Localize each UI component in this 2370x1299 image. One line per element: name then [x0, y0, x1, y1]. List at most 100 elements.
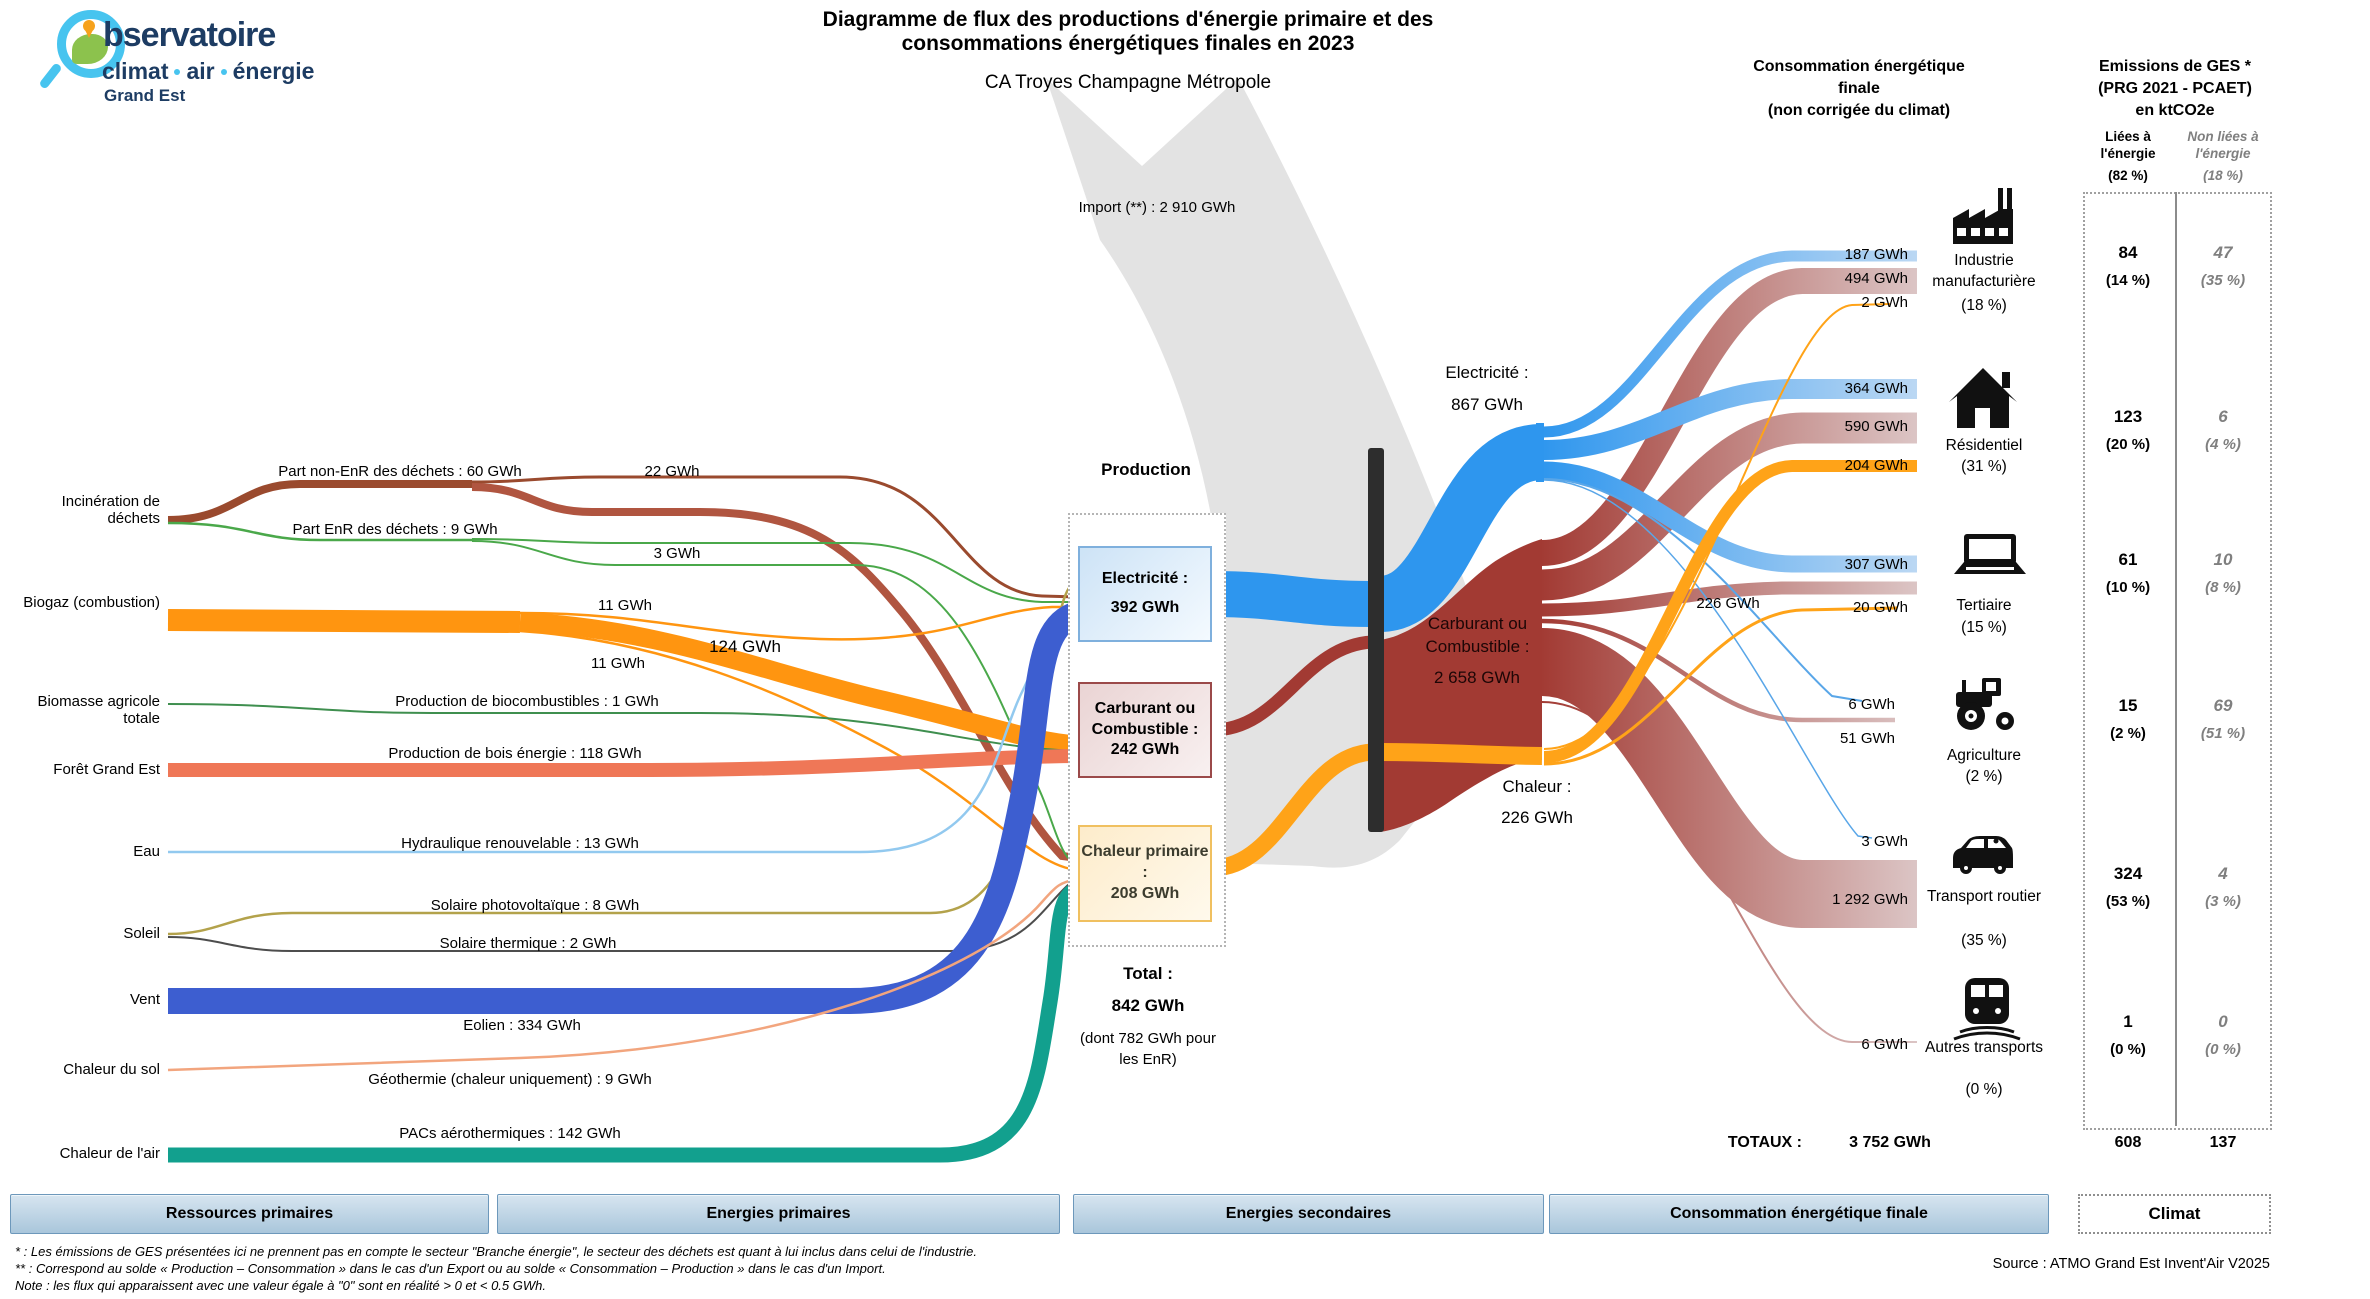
flow-fuel-transport	[1539, 628, 1917, 928]
value-transport-elec: 3 GWh	[1861, 833, 1908, 850]
elec-node	[1536, 423, 1544, 482]
footer-box-climat: Climat	[2078, 1194, 2271, 1234]
dot-icon	[220, 68, 227, 75]
footnote-3: Note : les flux qui apparaissent avec un…	[15, 1278, 546, 1293]
flow-elec-to-bar	[1211, 571, 1373, 627]
ges-agriculture-non: 69	[2213, 696, 2233, 715]
source-chaleur-air: Chaleur de l'air	[59, 1145, 160, 1162]
ges-transport-non: 4	[2218, 864, 2228, 883]
ges-col2-line2: l'énergie	[2195, 146, 2251, 161]
production-carburant-title: Carburant ou Combustible :	[1091, 699, 1199, 738]
ges-col2-pct: (18 %)	[2203, 168, 2243, 183]
flow-elec-transport	[1543, 479, 1873, 839]
footer-bar-consommation: Consommation énergétique finale	[1549, 1194, 2049, 1234]
ges-tertiaire-non: 10	[2213, 550, 2233, 569]
ges-residentiel-non: 6	[2218, 407, 2228, 426]
ges-industrie-energie: 84	[2118, 243, 2138, 262]
ges-autres-non-pct: (0 %)	[2205, 1041, 2241, 1058]
ges-col1-line1: Liées à	[2105, 129, 2151, 144]
flow-dechets-enr-chaleur	[471, 540, 1079, 865]
source-credit: Source : ATMO Grand Est Invent'Air V2025	[1992, 1256, 2270, 1272]
ges-agriculture-non-pct: (51 %)	[2200, 725, 2246, 742]
production-box-electricite: Electricité : 392 GWh	[1078, 546, 1212, 642]
secondary-carburant-value: 2 658 GWh	[1434, 668, 1520, 687]
flow-fuel-agriculture	[1541, 618, 1895, 723]
ges-total-energie: 608	[2114, 1134, 2142, 1151]
sector-residentiel-pct: (31 %)	[1961, 458, 2007, 475]
value-tertiaire-heat: 20 GWh	[1852, 599, 1908, 616]
production-chaleur-title: Chaleur primaire :	[1081, 843, 1209, 882]
sector-autres-pct: (0 %)	[1965, 1081, 2003, 1098]
flow-heat-after-bar	[1379, 743, 1543, 765]
value-agriculture-fuel: 51 GWh	[1839, 730, 1895, 747]
value-tertiaire-elec: 307 GWh	[1844, 556, 1908, 573]
ges-header-line1: Emissions de GES *	[2098, 58, 2252, 75]
value-industrie-elec: 187 GWh	[1844, 246, 1908, 263]
page-title-line2: consommations énergétiques finales en 20…	[901, 32, 1355, 55]
production-carburant-value: 242 GWh	[1110, 741, 1180, 759]
source-foret: Forêt Grand Est	[53, 761, 160, 778]
flow-label-dechets-enr: Part EnR des déchets : 9 GWh	[292, 521, 498, 538]
flow-elec-industrie	[1543, 250, 1917, 438]
value-residentiel-fuel: 590 GWh	[1844, 418, 1908, 435]
footer-bar-energies-primaires: Energies primaires	[497, 1194, 1060, 1234]
ges-header-line3: en ktCO2e	[2135, 102, 2215, 119]
ges-autres-energie: 1	[2123, 1012, 2133, 1031]
flow-elec-residentiel	[1543, 379, 1917, 460]
sector-tertiaire-pct: (15 %)	[1961, 619, 2007, 636]
flow-elec-tertiaire	[1543, 461, 1917, 573]
flow-label-22gwh: 22 GWh	[644, 463, 700, 480]
car-icon	[1953, 836, 2013, 874]
sector-transport-pct: (35 %)	[1961, 932, 2007, 949]
value-residentiel-elec: 364 GWh	[1844, 380, 1908, 397]
sector-industrie-label: Industrie manufacturière	[1932, 252, 2036, 290]
ges-transport-energie-pct: (53 %)	[2105, 893, 2151, 910]
flow-heat-to-bar	[1211, 743, 1374, 877]
flow-dechets-nonenr	[167, 480, 472, 524]
flow-dechets-enr-elec	[471, 538, 1078, 603]
ges-total-non-energie: 137	[2209, 1134, 2237, 1151]
sector-industrie-pct: (18 %)	[1961, 297, 2007, 314]
ges-table-divider	[2175, 192, 2177, 1126]
laptop-icon	[1954, 534, 2026, 574]
tractor-icon	[1956, 678, 2014, 730]
consumption-header-line2: finale	[1838, 80, 1880, 97]
sector-residentiel-label: Résidentiel	[1945, 437, 2023, 454]
flow-label-biogaz-chaleur: 11 GWh	[591, 655, 645, 672]
flow-label-pv: Solaire photovoltaïque : 8 GWh	[430, 897, 640, 914]
flow-dechets-nonenr-elec	[471, 475, 1079, 599]
logo-wordmark: bservatoire	[103, 16, 276, 54]
logo-word-energie: énergie	[232, 58, 315, 84]
flow-label-thermique: Solaire thermique : 2 GWh	[439, 935, 617, 952]
sector-agriculture-pct: (2 %)	[1965, 768, 2003, 785]
flow-pacs	[168, 881, 1081, 1163]
flow-label-pacs: PACs aérothermiques : 142 GWh	[399, 1125, 621, 1142]
production-box-carburant: Carburant ou Combustible : 242 GWh	[1078, 682, 1212, 778]
flow-heat-tertiaire	[1543, 606, 1898, 766]
totaux-label: TOTAUX :	[1727, 1134, 1802, 1151]
ges-residentiel-energie: 123	[2113, 407, 2143, 426]
magnifier-icon	[57, 10, 125, 78]
secondary-electricite-value: 867 GWh	[1451, 395, 1523, 414]
flow-elec-after-bar	[1376, 424, 1545, 632]
value-industrie-fuel: 494 GWh	[1844, 270, 1908, 287]
flow-solaire-thermique	[167, 876, 1079, 952]
production-total-value: 842 GWh	[1111, 996, 1185, 1015]
train-icon	[1953, 978, 2021, 1041]
value-transport-fuel: 1 292 GWh	[1832, 891, 1908, 908]
sector-autres-label: Autres transports	[1924, 1039, 2044, 1056]
flow-label-eolien: Eolien : 334 GWh	[463, 1017, 581, 1034]
map-pin-tip-icon	[85, 30, 93, 38]
ges-autres-non: 0	[2218, 1012, 2228, 1031]
secondary-chaleur-title: Chaleur :	[1502, 777, 1572, 796]
flow-label-biocombustibles: Production de biocombustibles : 1 GWh	[395, 693, 659, 710]
ges-industrie-non-pct: (35 %)	[2200, 272, 2246, 289]
value-tertiaire-fuel: 226 GWh	[1696, 595, 1760, 612]
flow-label-hydraulique: Hydraulique renouvelable : 13 GWh	[401, 835, 639, 852]
source-chaleur-sol: Chaleur du sol	[63, 1061, 160, 1078]
flow-label-bois: Production de bois énergie : 118 GWh	[388, 745, 642, 762]
consumption-header-line3: (non corrigée du climat)	[1767, 102, 1951, 119]
flow-fuel-residentiel	[1541, 412, 1917, 601]
totaux-value: 3 752 GWh	[1849, 1134, 1931, 1151]
